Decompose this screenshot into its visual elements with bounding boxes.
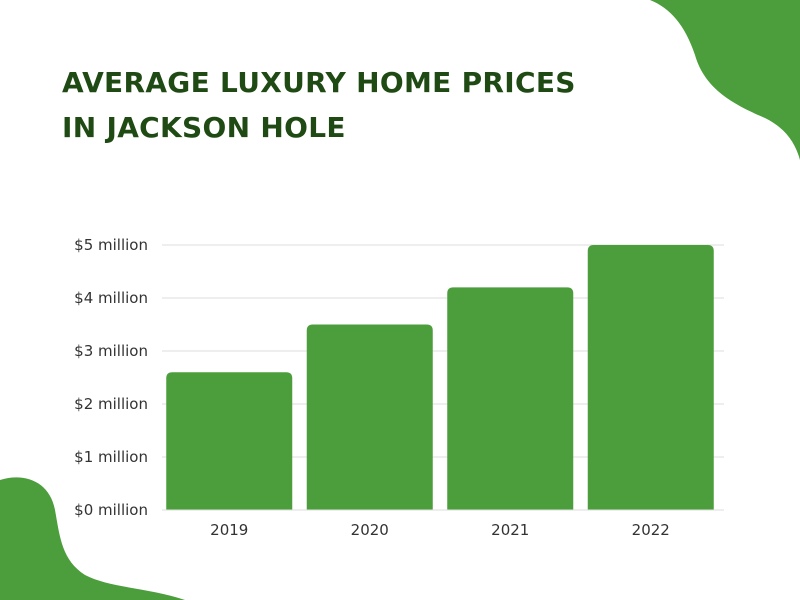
x-tick-label: 2020 (351, 521, 389, 539)
bar-2021 (447, 287, 574, 510)
y-tick-label: $5 million (74, 236, 148, 254)
chart-title: AVERAGE LUXURY HOME PRICES IN JACKSON HO… (62, 60, 576, 150)
bar-2022 (587, 245, 714, 510)
y-tick-label: $0 million (74, 501, 148, 519)
chart-title-line-1: AVERAGE LUXURY HOME PRICES (62, 66, 576, 99)
decorative-blob-top-right (650, 0, 800, 160)
chart-title-line-2: IN JACKSON HOLE (62, 111, 346, 144)
y-tick-label: $1 million (74, 448, 148, 466)
y-tick-label: $4 million (74, 289, 148, 307)
y-tick-label: $3 million (74, 342, 148, 360)
x-tick-label: 2022 (632, 521, 670, 539)
x-tick-label: 2019 (210, 521, 248, 539)
x-tick-label: 2021 (491, 521, 529, 539)
bar-2019 (166, 372, 293, 510)
y-tick-label: $2 million (74, 395, 148, 413)
decorative-blob-bottom-left (0, 477, 185, 600)
bar-2020 (306, 324, 433, 510)
